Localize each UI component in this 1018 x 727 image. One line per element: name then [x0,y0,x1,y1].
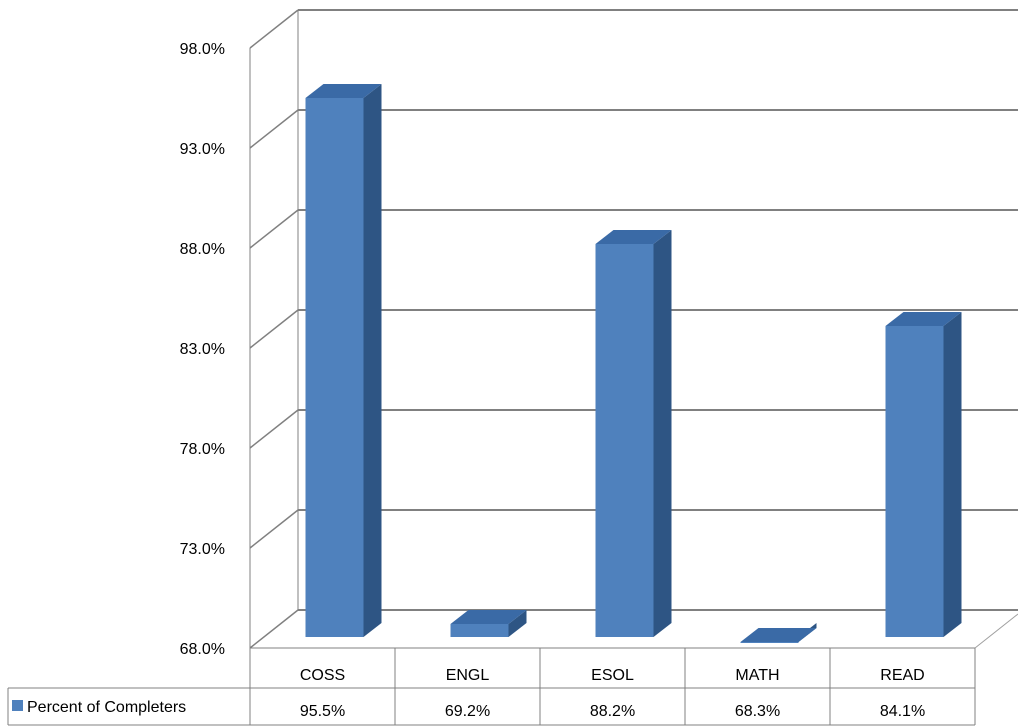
bar-top [595,230,672,244]
bar-front [450,624,509,637]
bar-side [363,84,382,637]
gridline-diagonal [249,509,299,549]
data-label: 68.3% [735,703,780,720]
gridline-diagonal [249,609,299,649]
data-label: 88.2% [590,703,635,720]
data-label: 69.2% [445,703,490,720]
legend-swatch [12,700,23,711]
bars [305,84,962,643]
bar-top [740,628,817,642]
category-label: ENGL [446,667,490,684]
bar-front [595,244,654,637]
bar-top [305,84,382,98]
y-tick-label: 88.0% [180,241,225,258]
bar-top [450,610,527,624]
bar-front [740,642,799,643]
y-tick-label: 83.0% [180,341,225,358]
bar-front [305,98,364,637]
bar [305,84,382,637]
bar-side [943,312,962,637]
legend-label: Percent of Completers [27,699,186,716]
bar-side [508,610,527,637]
y-tick-label: 68.0% [180,641,225,658]
gridline-diagonal [249,309,299,349]
data-table: COSS 95.5% ENGL 69.2% ESOL 88.2% MATH 68.3% READ… [7,647,976,726]
y-tick-label: 93.0% [180,141,225,158]
bar-side [653,230,672,637]
gridline-diagonal [249,409,299,449]
bar-top [885,312,962,326]
category-label: READ [880,667,924,684]
bar-front [885,326,944,637]
y-tick-label: 73.0% [180,541,225,558]
floor-right-edge [974,613,1018,649]
gridline-diagonal [249,209,299,249]
bar [885,312,962,637]
y-tick-label: 78.0% [180,441,225,458]
y-axis: 68.0% 73.0% 78.0% 83.0% 88.0% 93.0% 98.0% [180,10,299,712]
y-tick-label: 98.0% [180,41,225,58]
bar [740,623,817,643]
category-label: MATH [735,667,779,684]
category-label: ESOL [591,667,634,684]
gridline-diagonal [249,109,299,149]
data-label: 95.5% [300,703,345,720]
bar [595,230,672,637]
bar [450,610,527,637]
gridline-diagonal [249,9,299,49]
data-label: 84.1% [880,703,925,720]
category-label: COSS [300,667,345,684]
